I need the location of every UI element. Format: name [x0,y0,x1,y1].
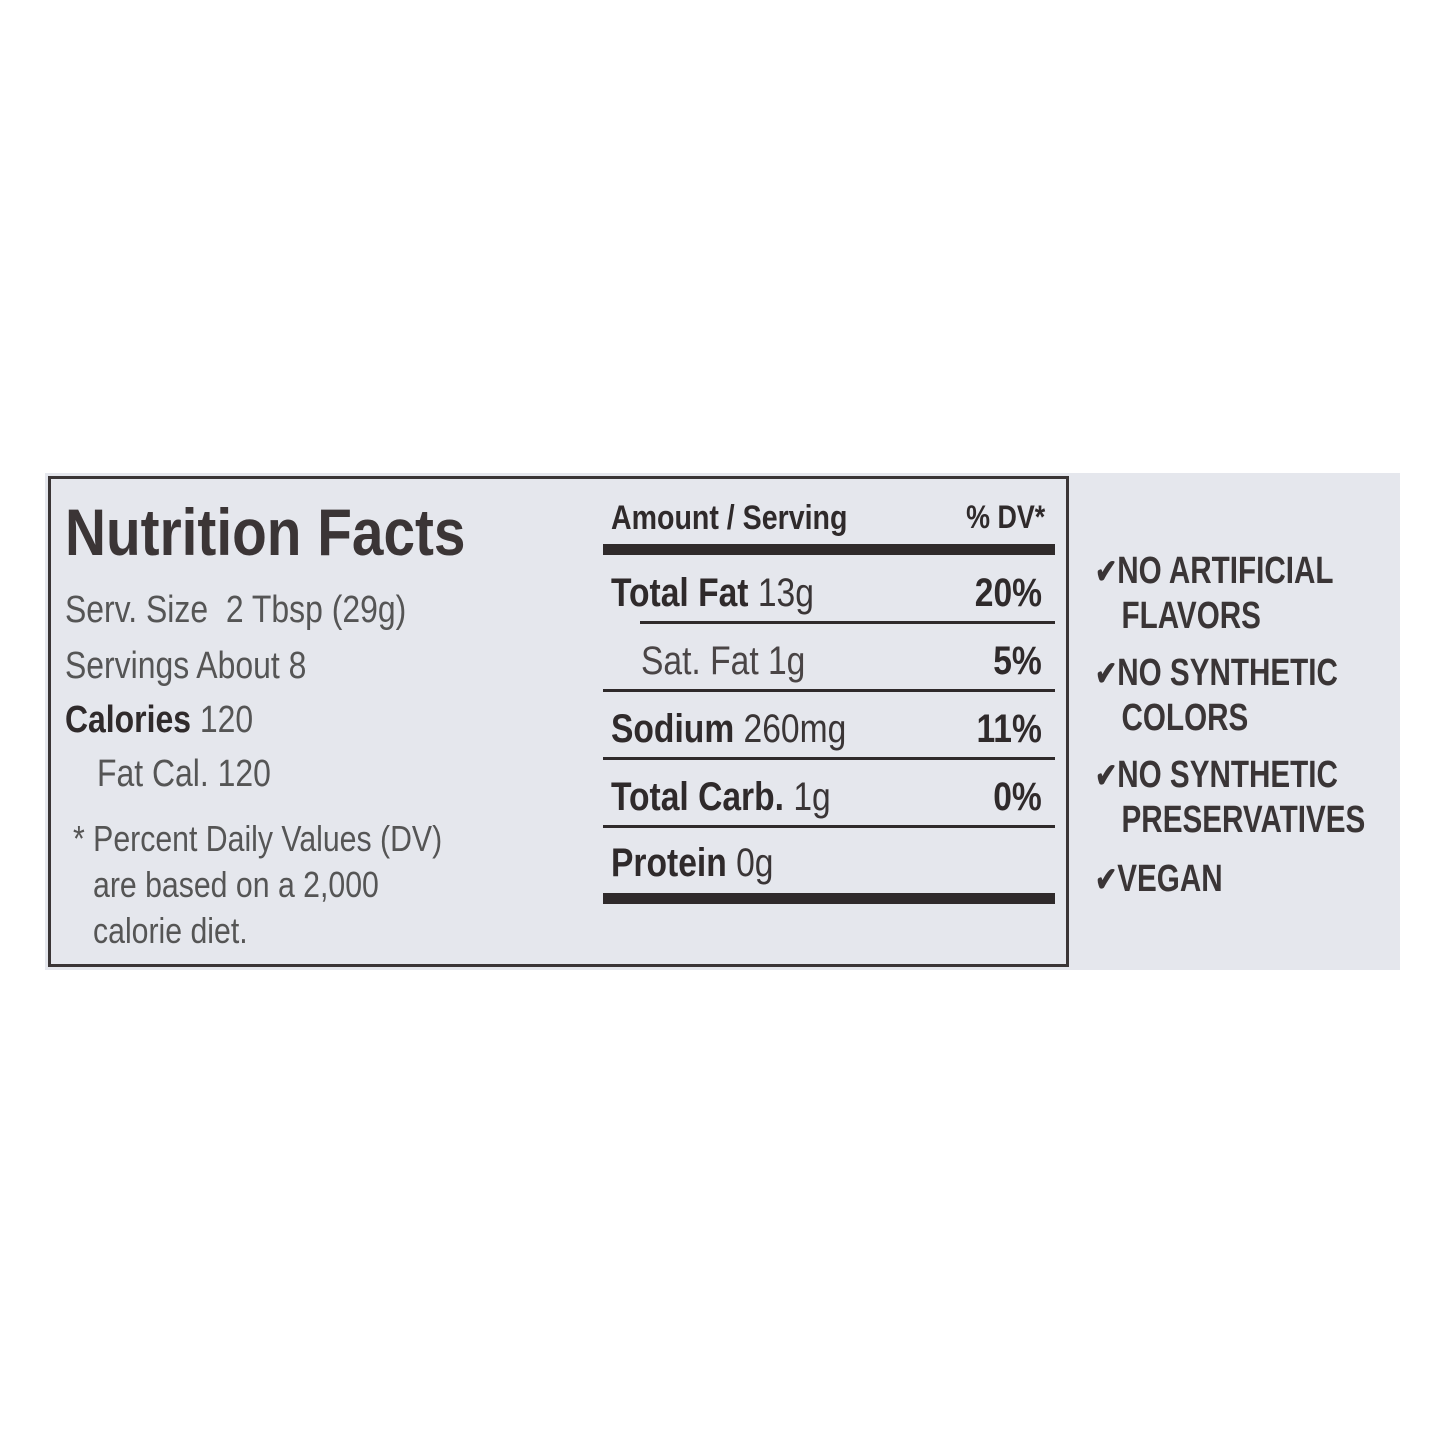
rule [603,757,1055,760]
rule [640,621,1055,624]
nutrient-dv: 20% [974,571,1042,615]
footnote-line: calorie diet. [93,910,248,951]
claim-vegan: ✔VEGAN [1095,858,1223,900]
footnote-line: are based on a 2,000 [93,864,379,905]
nutrition-label: Nutrition Facts Serv. Size 2 Tbsp (29g) … [45,473,1400,970]
nutrient-dv: 5% [993,639,1042,683]
nutrient-dv: 11% [976,707,1042,751]
checkmark-icon: ✔ [1095,757,1118,795]
fat-calories: Fat Cal. 120 [97,753,271,795]
dv-header: % DV* [965,499,1045,535]
thick-rule [603,893,1055,904]
footnote-line: * Percent Daily Values (DV) [73,818,443,859]
nutrient-row: Protein 0g [611,841,774,885]
checkmark-icon: ✔ [1095,655,1118,693]
rule [603,825,1055,828]
nutrition-facts-box [48,476,1069,967]
servings-per-container: Servings About 8 [65,645,307,687]
checkmark-icon: ✔ [1095,553,1118,591]
checkmark-icon: ✔ [1095,861,1118,899]
thick-rule [603,544,1055,555]
claim-no-synthetic-colors: ✔NO SYNTHETIC COLORS [1095,652,1338,739]
nutrient-row: Total Carb. 1g [611,775,831,819]
amount-header: Amount / Serving [611,499,848,537]
nutrient-row: Total Fat 13g [611,571,814,615]
nutrition-title: Nutrition Facts [65,495,466,569]
nutrient-dv: 0% [993,775,1042,819]
rule [603,689,1055,692]
nutrient-row: Sodium 260mg [611,707,847,751]
serving-size: Serv. Size 2 Tbsp (29g) [65,589,407,631]
claim-no-artificial-flavors: ✔NO ARTIFICIAL FLAVORS [1095,550,1334,637]
calories: Calories 120 [65,699,254,741]
nutrient-row: Sat. Fat 1g [641,639,806,683]
claim-no-synthetic-preservatives: ✔NO SYNTHETIC PRESERVATIVES [1095,754,1366,841]
